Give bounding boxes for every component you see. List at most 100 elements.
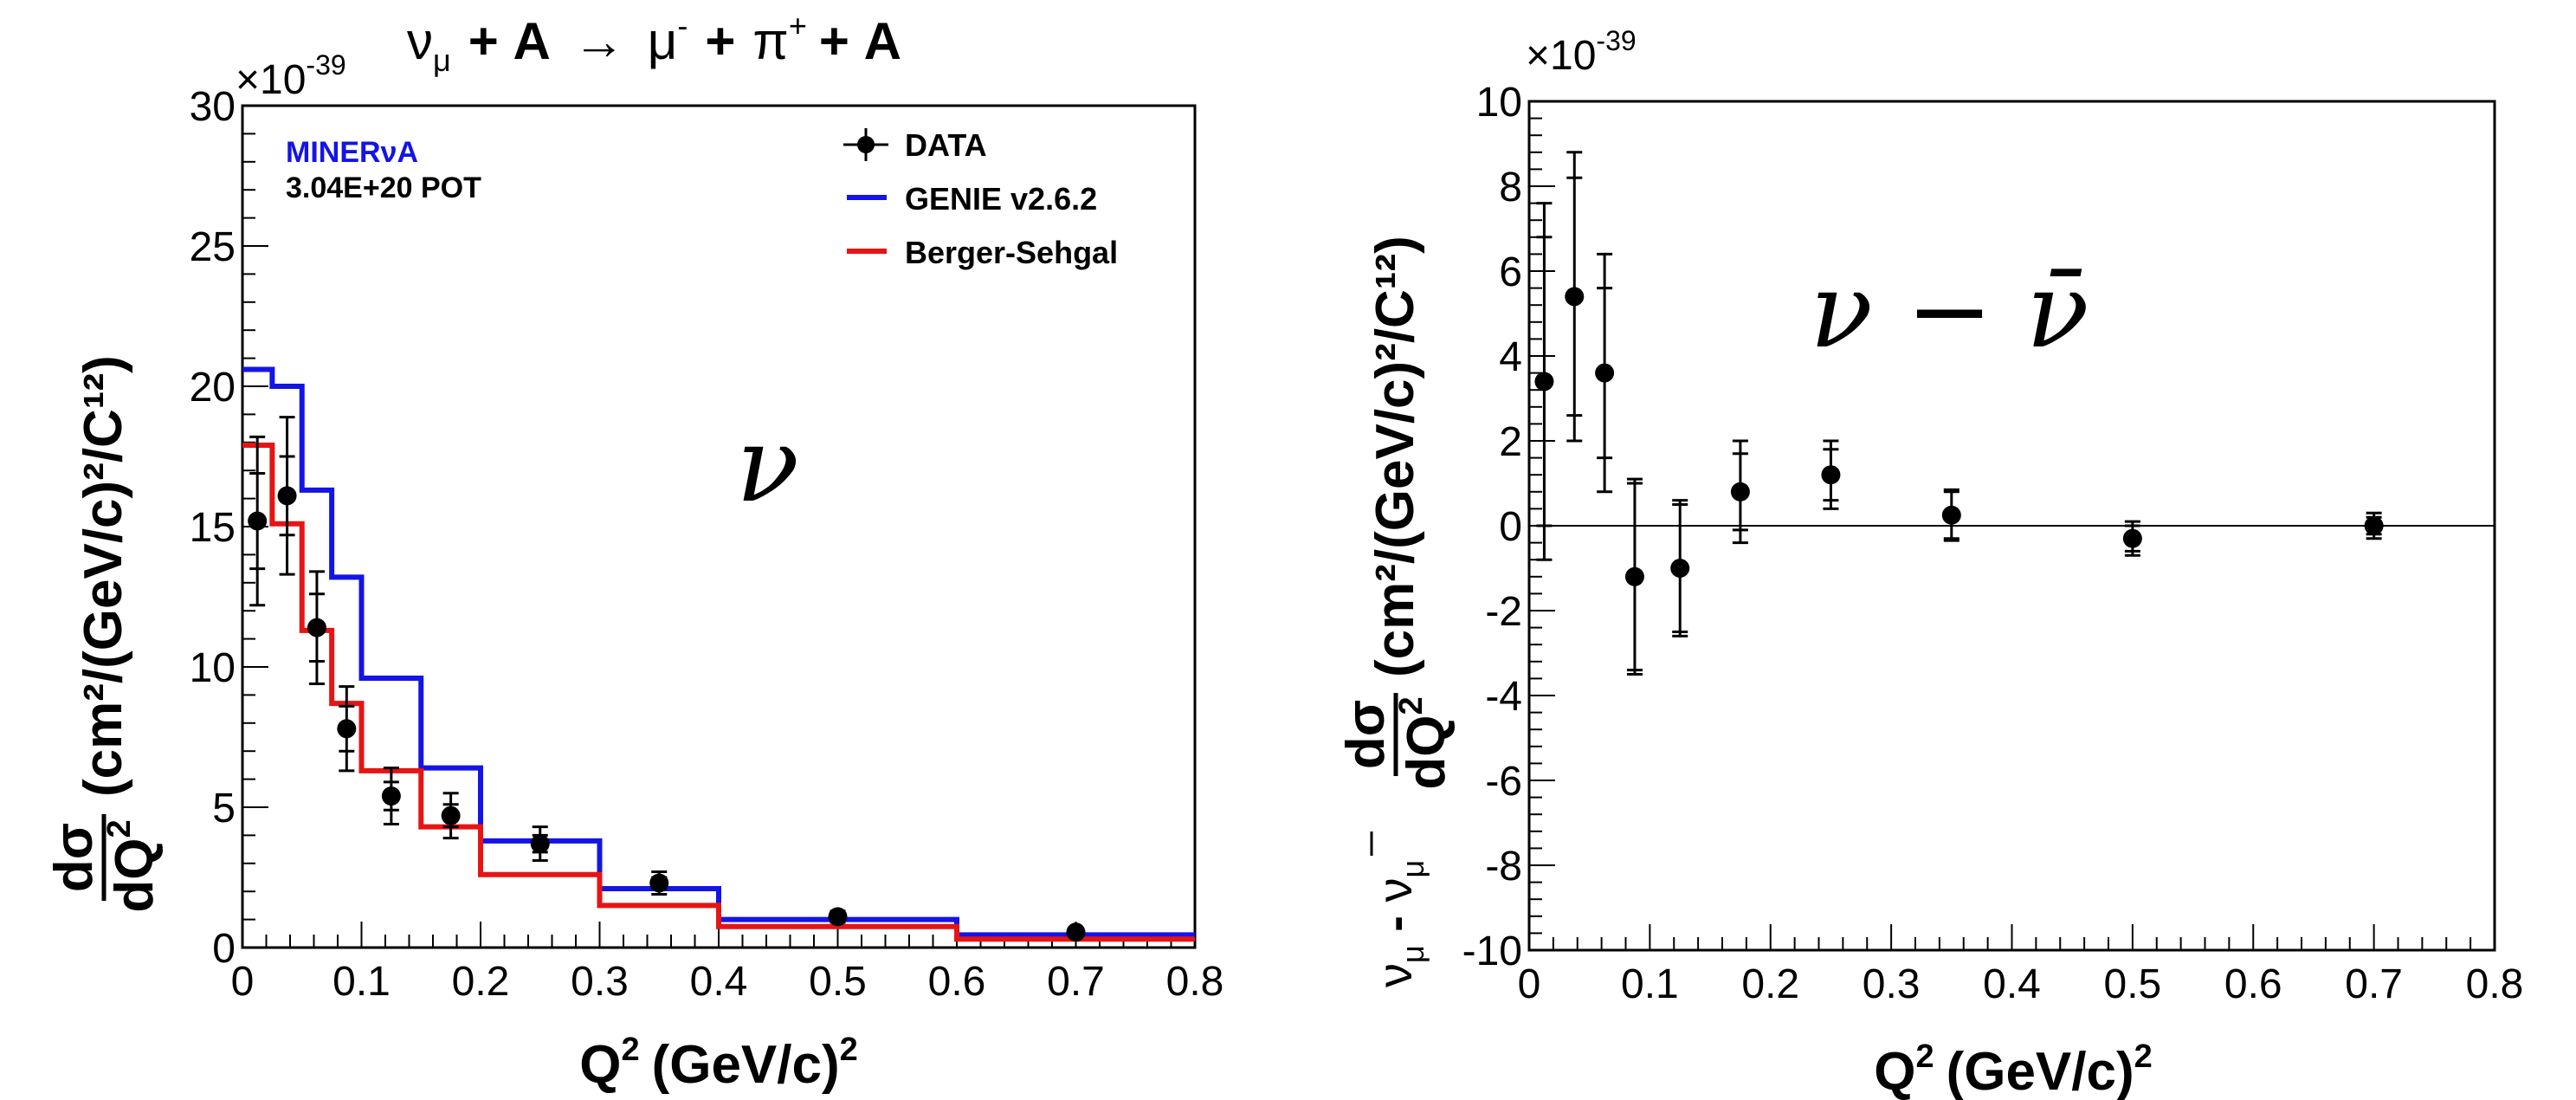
legend-berger-label: Berger-Sehgal	[905, 235, 1118, 270]
right-data-point	[1624, 566, 1644, 586]
left-y-tick-label: 5	[212, 786, 236, 831]
legend-data-marker	[857, 136, 875, 153]
left-y-tick-label: 25	[190, 224, 236, 270]
left-data-points	[248, 416, 1086, 942]
left-exponent-base: ×10	[236, 57, 306, 103]
right-y-tick-label: -4	[1485, 674, 1522, 720]
right-y-frac-bottom-text: dQ	[1397, 715, 1456, 790]
right-data-point	[2122, 528, 2142, 548]
right-x-tick-label: 0.6	[2224, 961, 2282, 1007]
left-x-axis-title: Q2 (GeV/c)2	[579, 1032, 858, 1095]
left-y-unit: (cm²/(GeV/c)²/C¹²)	[74, 355, 133, 797]
right-data-point	[1534, 372, 1554, 391]
right-x-tick-labels: 0 0.1 0.2 0.3 0.4 0.5 0.6 0.7 0.8	[1518, 961, 2524, 1007]
right-y-tick-labels: -10 -8 -6 -4 -2 0 2 4 6 8 10	[1462, 80, 1522, 974]
left-y-tick-label: 30	[190, 84, 236, 130]
right-exponent-base: ×10	[1526, 33, 1596, 79]
left-y-tick-label: 10	[190, 645, 236, 691]
left-x-tick-label: 0.7	[1047, 959, 1105, 1005]
left-y-axis-title: dσ dQ2 (cm²/(GeV/c)²/C¹²)	[44, 355, 165, 912]
left-y-tick-label: 0	[212, 926, 236, 972]
right-x-unit-sup: 2	[2134, 1039, 2153, 1075]
right-y-unit: (cm²/(GeV/c)²/C¹²)	[1365, 236, 1425, 677]
left-y-exponent: ×10-39	[236, 49, 346, 103]
left-x-tick-labels: 0 0.1 0.2 0.3 0.4 0.5 0.6 0.7 0.8	[231, 959, 1224, 1005]
right-y-dash: -	[1367, 902, 1422, 945]
left-panel-symbol: ν	[736, 405, 799, 526]
right-y-nubar: ν	[1367, 877, 1422, 902]
right-y-tick-label: -10	[1462, 929, 1522, 974]
title-arrow: →	[573, 12, 625, 70]
right-y-tick-label: -8	[1485, 844, 1522, 890]
right-y-tick-label: -2	[1485, 589, 1522, 635]
right-data-point	[1595, 363, 1615, 383]
right-y-axis-title: νμ - νμ dσ dQ2 (cm²/(GeV/c)²/C¹²)	[1336, 236, 1456, 987]
left-x-tick-label: 0.1	[332, 959, 391, 1005]
right-panel-symbol: ν − ν̄	[1810, 251, 2089, 372]
legend-genie-label: GENIE v2.6.2	[905, 181, 1097, 217]
left-x-tick-label: 0.5	[809, 959, 867, 1005]
right-x-tick-label: 0.5	[2104, 961, 2162, 1007]
right-y-frac-top: dσ	[1336, 700, 1396, 769]
right-x-tick-label: 0.4	[1983, 961, 2041, 1007]
left-x-tick-label: 0.4	[690, 959, 748, 1005]
left-y-frac-bottom: dQ2	[101, 819, 165, 912]
right-data-points	[1534, 151, 2384, 676]
left-y-tick-label: 15	[190, 505, 236, 551]
right-y-tick-label: 2	[1499, 419, 1522, 465]
right-y-mu-sub-2: μ	[1395, 860, 1430, 878]
left-x-q: Q	[579, 1035, 621, 1095]
right-y-tick-label: -6	[1485, 759, 1522, 805]
right-y-mu-sub: μ	[1395, 945, 1430, 963]
right-y-tick-label: 4	[1499, 334, 1522, 380]
title-plus-1: +	[705, 12, 735, 70]
left-x-unit: (GeV/c)	[652, 1035, 840, 1095]
title-nu-symbol: ν	[407, 12, 433, 70]
left-y-frac-top: dσ	[44, 823, 104, 892]
minerva-label: MINERνA	[286, 136, 418, 169]
left-data-point	[248, 511, 268, 531]
title-plus-sup: +	[789, 8, 807, 43]
left-exponent-power: -39	[306, 49, 345, 81]
title-pi: π	[752, 12, 788, 70]
title-minus-sup: -	[677, 8, 688, 43]
left-x-tick-label: 0.3	[571, 959, 629, 1005]
right-data-point	[1941, 505, 1961, 525]
right-x-tick-label: 0.7	[2345, 961, 2403, 1007]
left-data-point	[307, 618, 326, 637]
right-y-frac-bottom: dQ2	[1393, 696, 1456, 789]
right-x-tick-label: 0.3	[1863, 961, 1921, 1007]
right-x-q: Q	[1874, 1042, 1915, 1100]
right-y-tick-label: 6	[1499, 249, 1522, 295]
left-axis-ticks	[242, 105, 1196, 948]
left-data-point	[828, 907, 848, 927]
right-x-q-sup: 2	[1915, 1039, 1934, 1075]
right-y-nu-label: νμ - νμ	[1367, 860, 1430, 987]
left-x-tick-label: 0	[231, 959, 255, 1005]
right-x-tick-label: 0.8	[2466, 961, 2524, 1007]
title-mu-subscript: μ	[433, 42, 451, 78]
right-y-tick-label: 0	[1499, 504, 1522, 550]
right-x-unit: (GeV/c)	[1947, 1042, 2134, 1100]
left-data-point	[530, 834, 550, 854]
right-y-tick-label: 10	[1476, 80, 1522, 126]
title-plus-a-2: + A	[819, 12, 901, 70]
left-data-point	[649, 873, 669, 893]
left-data-point	[1066, 922, 1086, 942]
left-chart-title: νμ + A → μ- + π+ + A	[407, 8, 901, 78]
left-data-point	[277, 486, 297, 506]
right-y-exponent: ×10-39	[1526, 25, 1637, 79]
right-data-point	[1670, 559, 1690, 578]
right-y-frac-bottom-sup: 2	[1393, 696, 1430, 715]
pot-label: 3.04E+20 POT	[286, 171, 481, 204]
left-data-point	[441, 806, 461, 825]
left-x-tick-label: 0.2	[452, 959, 510, 1005]
right-x-tick-label: 0	[1518, 961, 1541, 1007]
right-data-point	[1565, 287, 1585, 307]
right-chart-panel: ×10-39 0 0.1 0.2 0.3 0.4 0.5 0.6 0.7 0.8 -10-8-6…	[1336, 25, 2523, 1100]
left-data-point	[337, 719, 357, 739]
left-x-unit-sup: 2	[840, 1032, 858, 1068]
left-y-tick-label: 20	[190, 365, 236, 411]
right-axis-ticks	[1528, 100, 2495, 951]
